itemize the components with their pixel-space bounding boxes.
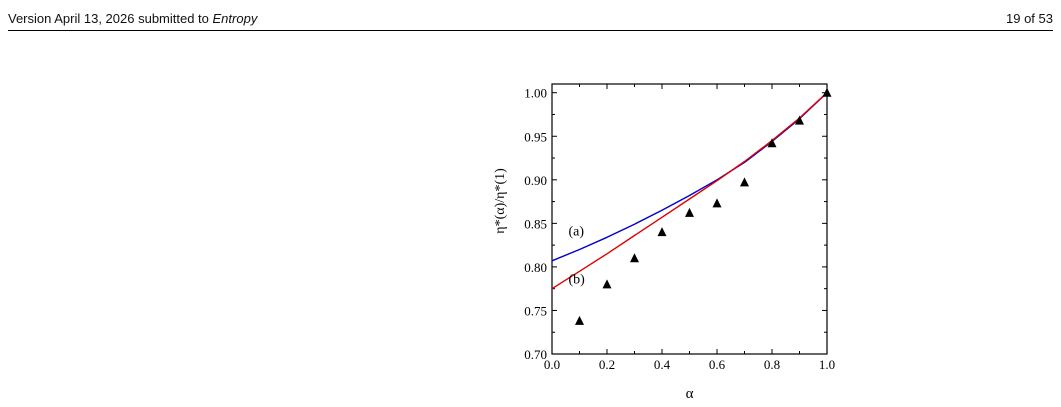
y-tick-label: 0.85 (524, 216, 547, 231)
x-tick-label: 0.4 (654, 357, 671, 372)
data-point-triangle (630, 253, 639, 263)
curve-label-a: (a) (569, 225, 585, 240)
data-point-triangle (657, 227, 667, 237)
x-axis-label: α (686, 386, 694, 402)
y-tick-label: 1.00 (524, 86, 547, 101)
y-tick-label: 0.75 (524, 303, 547, 318)
data-point-triangle (740, 177, 749, 187)
x-tick-label: 0.0 (544, 357, 560, 372)
data-point-triangle (767, 138, 777, 148)
data-point-triangle (822, 87, 832, 97)
data-point-triangle (712, 198, 722, 208)
plot-frame (551, 83, 828, 355)
data-point-triangle (685, 207, 694, 217)
header-version-line: Version April 13, 2026 submitted to Entr… (8, 11, 257, 26)
y-tick-label: 0.70 (524, 347, 547, 362)
x-tick-label: 0.8 (764, 357, 780, 372)
y-tick-label: 0.95 (524, 129, 547, 144)
series-line-b (551, 92, 828, 290)
data-point-triangle (602, 279, 612, 289)
x-tick-label: 1.0 (819, 357, 835, 372)
header-version-text: Version April 13, 2026 submitted to (8, 11, 213, 26)
y-axis-label: η*(α)/η*(1) (493, 168, 508, 234)
header-journal-name: Entropy (212, 11, 258, 26)
data-point-triangle (575, 315, 584, 325)
data-point-triangle (795, 115, 804, 125)
header-page-number: 19 of 53 (1006, 11, 1053, 26)
y-tick-label: 0.80 (524, 260, 547, 275)
y-tick-label: 0.90 (524, 173, 547, 188)
series-line-a (551, 92, 828, 262)
page-header: Version April 13, 2026 submitted to Entr… (8, 6, 1053, 31)
curve-label-b: (b) (569, 272, 586, 287)
x-tick-label: 0.2 (599, 357, 615, 372)
x-tick-label: 0.6 (709, 357, 726, 372)
